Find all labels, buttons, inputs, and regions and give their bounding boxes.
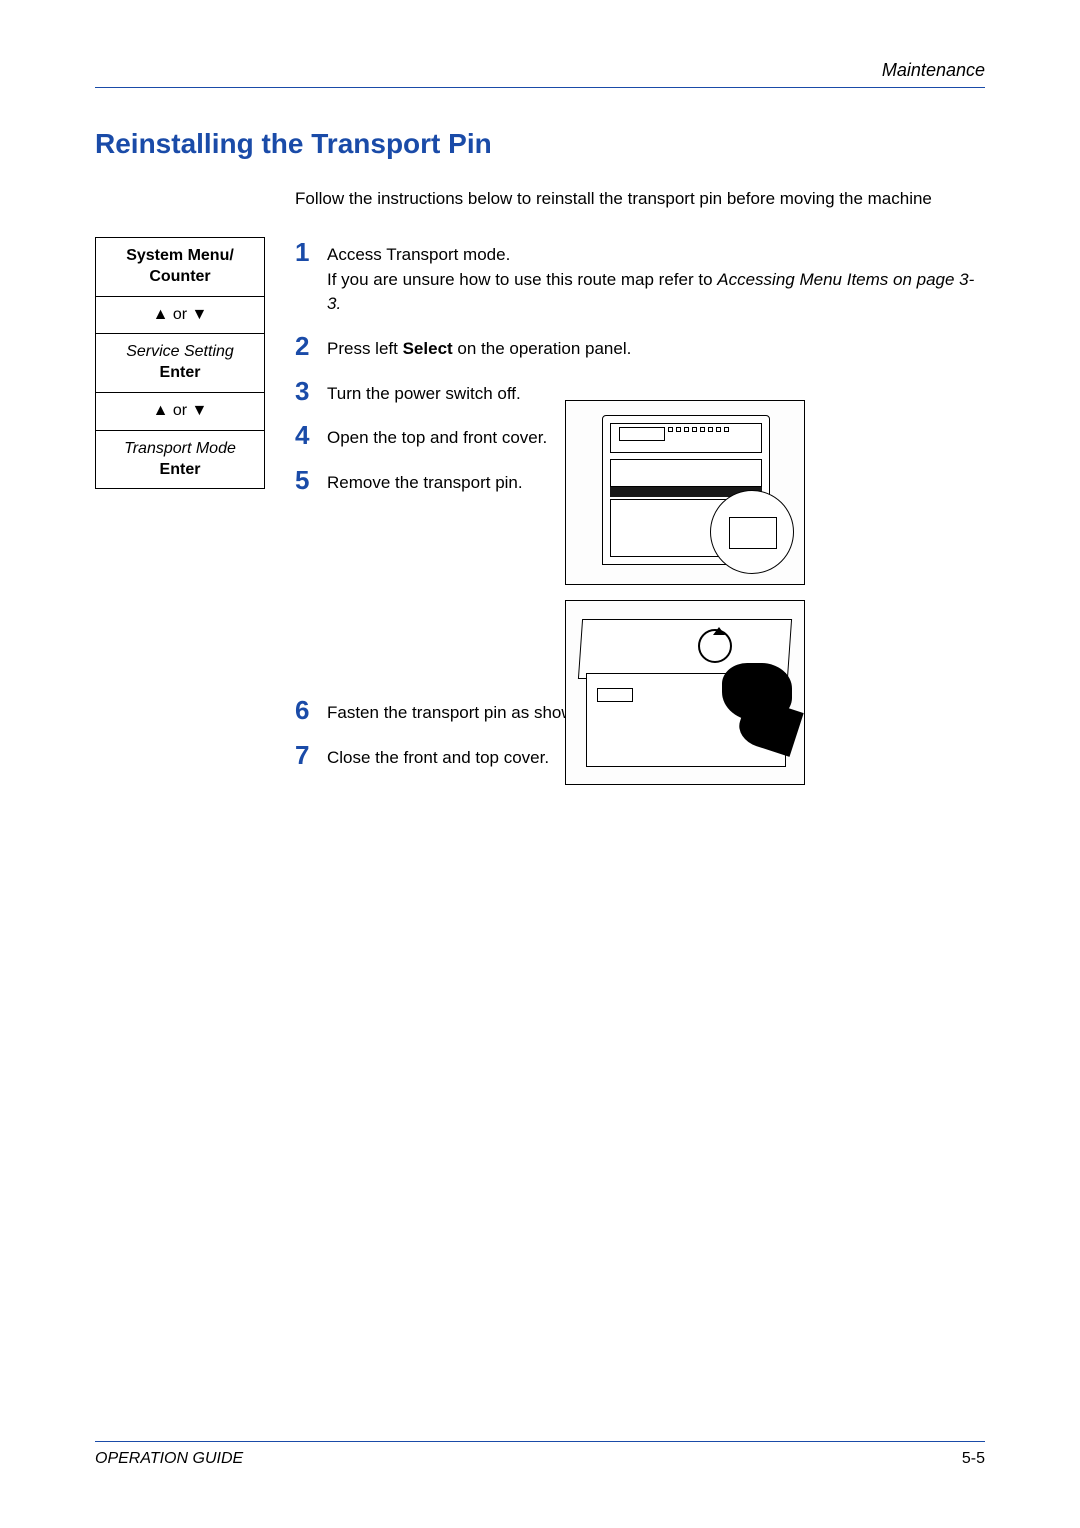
- printer-tray-icon: [610, 459, 762, 487]
- step-text-span: on the operation panel.: [453, 339, 632, 358]
- fasten-pin-diagram: [565, 600, 805, 785]
- menu-text: Transport Mode: [124, 440, 236, 457]
- arrow-up-down-icon: ▲ or ▼: [153, 306, 208, 323]
- arrow-up-down-icon: ▲ or ▼: [153, 402, 208, 419]
- step-number: 2: [295, 331, 327, 359]
- footer-guide-label: OPERATION GUIDE: [95, 1450, 243, 1468]
- page: Maintenance Reinstalling the Transport P…: [0, 0, 1080, 1528]
- section-title: Reinstalling the Transport Pin: [95, 128, 985, 160]
- body-row: System Menu/ Counter ▲ or ▼ Service Sett…: [95, 237, 985, 785]
- footer-page-number: 5-5: [962, 1450, 985, 1468]
- menu-row: Service Setting Enter: [96, 333, 264, 392]
- printer-open-diagram: [565, 400, 805, 585]
- menu-text: System Menu/: [126, 247, 234, 264]
- step-text: Access Transport mode. If you are unsure…: [327, 237, 985, 317]
- menu-row: ▲ or ▼: [96, 296, 264, 334]
- menu-text: Service Setting: [126, 343, 234, 360]
- step-text-span: Press left: [327, 339, 403, 358]
- callout-circle-icon: [710, 490, 794, 574]
- step-number: 5: [295, 465, 327, 493]
- step-text: Press left Select on the operation panel…: [327, 331, 985, 362]
- step-text-span: Access Transport mode.: [327, 245, 510, 264]
- menu-text: Counter: [149, 268, 210, 285]
- page-header: Maintenance: [95, 60, 985, 88]
- chapter-label: Maintenance: [95, 60, 985, 81]
- step-number: 7: [295, 740, 327, 768]
- step-number: 4: [295, 420, 327, 448]
- step-text-bold: Select: [403, 339, 453, 358]
- step-number: 3: [295, 376, 327, 404]
- menu-route-map: System Menu/ Counter ▲ or ▼ Service Sett…: [95, 237, 265, 489]
- printer-panel-icon: [610, 423, 762, 453]
- menu-row: System Menu/ Counter: [96, 238, 264, 296]
- step-number: 6: [295, 695, 327, 723]
- step-item: 2 Press left Select on the operation pan…: [295, 331, 985, 362]
- step-number: 1: [295, 237, 327, 265]
- step-text-span: If you are unsure how to use this route …: [327, 270, 717, 289]
- hand-icon: [696, 645, 792, 735]
- step-item: 1 Access Transport mode. If you are unsu…: [295, 237, 985, 317]
- menu-row: Transport Mode Enter: [96, 430, 264, 489]
- intro-text: Follow the instructions below to reinsta…: [295, 188, 985, 211]
- menu-text: Enter: [160, 461, 201, 478]
- menu-row: ▲ or ▼: [96, 392, 264, 430]
- menu-text: Enter: [160, 364, 201, 381]
- page-footer: OPERATION GUIDE 5-5: [95, 1441, 985, 1468]
